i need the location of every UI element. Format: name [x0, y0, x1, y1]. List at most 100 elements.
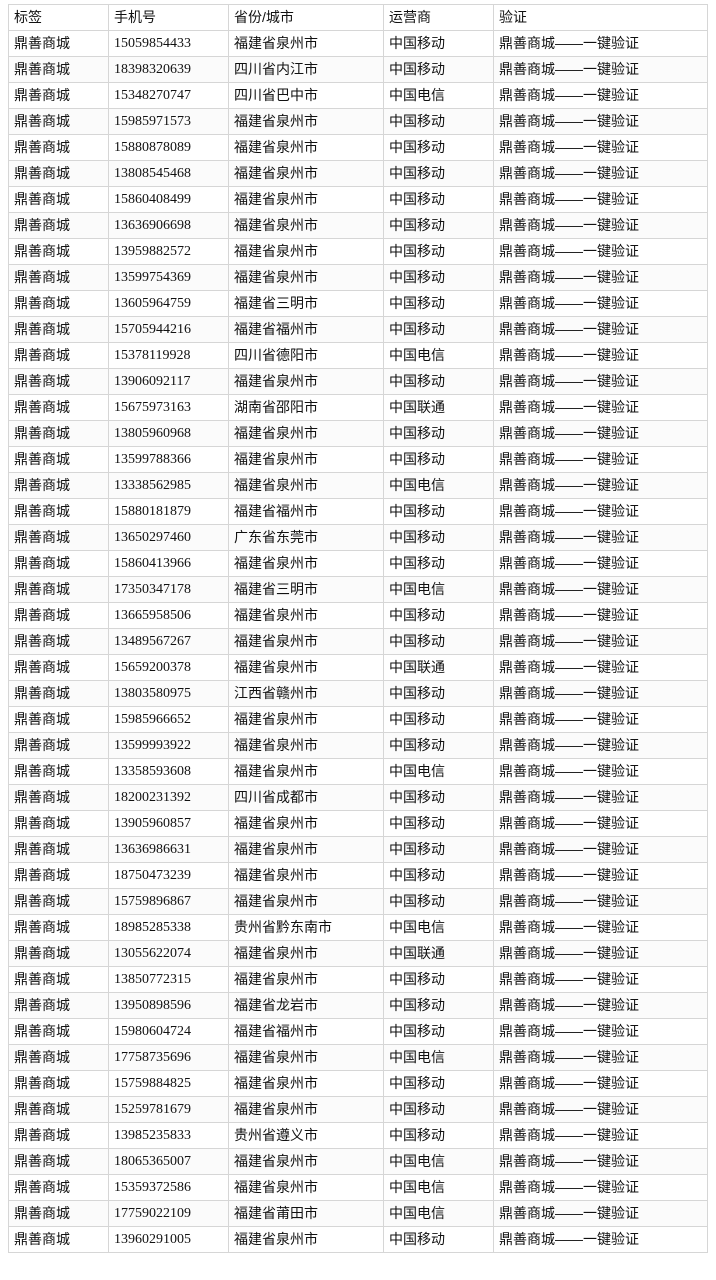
cell-verify[interactable]: 鼎善商城——一键验证	[493, 446, 708, 473]
table-row[interactable]: 鼎善商城 15348270747 四川省巴中市 中国电信 鼎善商城——一键验证	[8, 82, 708, 109]
cell-phone[interactable]: 13599754369	[108, 264, 229, 291]
table-row[interactable]: 鼎善商城 15985971573 福建省泉州市 中国移动 鼎善商城——一键验证	[8, 108, 708, 135]
cell-carrier[interactable]: 中国移动	[383, 238, 494, 265]
cell-phone[interactable]: 13905960857	[108, 810, 229, 837]
cell-phone[interactable]: 13055622074	[108, 940, 229, 967]
table-row[interactable]: 鼎善商城 13808545468 福建省泉州市 中国移动 鼎善商城——一键验证	[8, 160, 708, 187]
cell-carrier[interactable]: 中国移动	[383, 888, 494, 915]
cell-city[interactable]: 福建省泉州市	[228, 836, 384, 863]
cell-carrier[interactable]: 中国移动	[383, 810, 494, 837]
cell-phone[interactable]: 13605964759	[108, 290, 229, 317]
cell-verify[interactable]: 鼎善商城——一键验证	[493, 966, 708, 993]
cell-carrier[interactable]: 中国电信	[383, 1174, 494, 1201]
cell-label[interactable]: 鼎善商城	[8, 992, 109, 1019]
cell-verify[interactable]: 鼎善商城——一键验证	[493, 888, 708, 915]
cell-carrier[interactable]: 中国移动	[383, 56, 494, 83]
cell-label[interactable]: 鼎善商城	[8, 550, 109, 577]
cell-phone[interactable]: 13636906698	[108, 212, 229, 239]
cell-label[interactable]: 鼎善商城	[8, 30, 109, 57]
cell-label[interactable]: 鼎善商城	[8, 628, 109, 655]
cell-city[interactable]: 四川省成都市	[228, 784, 384, 811]
cell-carrier[interactable]: 中国联通	[383, 394, 494, 421]
cell-phone[interactable]: 13636986631	[108, 836, 229, 863]
cell-phone[interactable]: 15705944216	[108, 316, 229, 343]
table-row[interactable]: 鼎善商城 13905960857 福建省泉州市 中国移动 鼎善商城——一键验证	[8, 810, 708, 837]
table-row[interactable]: 鼎善商城 13055622074 福建省泉州市 中国联通 鼎善商城——一键验证	[8, 940, 708, 967]
cell-city[interactable]: 福建省泉州市	[228, 368, 384, 395]
cell-label[interactable]: 鼎善商城	[8, 1122, 109, 1149]
cell-verify[interactable]: 鼎善商城——一键验证	[493, 264, 708, 291]
cell-label[interactable]: 鼎善商城	[8, 862, 109, 889]
cell-verify[interactable]: 鼎善商城——一键验证	[493, 56, 708, 83]
table-row[interactable]: 鼎善商城 13605964759 福建省三明市 中国移动 鼎善商城——一键验证	[8, 290, 708, 317]
cell-city[interactable]: 福建省泉州市	[228, 862, 384, 889]
table-row[interactable]: 鼎善商城 13650297460 广东省东莞市 中国移动 鼎善商城——一键验证	[8, 524, 708, 551]
table-row[interactable]: 鼎善商城 13358593608 福建省泉州市 中国电信 鼎善商城——一键验证	[8, 758, 708, 785]
cell-label[interactable]: 鼎善商城	[8, 940, 109, 967]
cell-city[interactable]: 福建省泉州市	[228, 810, 384, 837]
cell-city[interactable]: 福建省泉州市	[228, 888, 384, 915]
cell-carrier[interactable]: 中国移动	[383, 290, 494, 317]
cell-phone[interactable]: 15985966652	[108, 706, 229, 733]
cell-carrier[interactable]: 中国移动	[383, 862, 494, 889]
cell-verify[interactable]: 鼎善商城——一键验证	[493, 498, 708, 525]
cell-label[interactable]: 鼎善商城	[8, 446, 109, 473]
cell-label[interactable]: 鼎善商城	[8, 966, 109, 993]
cell-carrier[interactable]: 中国电信	[383, 1044, 494, 1071]
table-row[interactable]: 鼎善商城 15880878089 福建省泉州市 中国移动 鼎善商城——一键验证	[8, 134, 708, 161]
cell-phone[interactable]: 13358593608	[108, 758, 229, 785]
cell-city[interactable]: 福建省福州市	[228, 498, 384, 525]
cell-carrier[interactable]: 中国电信	[383, 576, 494, 603]
cell-carrier[interactable]: 中国联通	[383, 940, 494, 967]
cell-label[interactable]: 鼎善商城	[8, 1174, 109, 1201]
cell-carrier[interactable]: 中国移动	[383, 316, 494, 343]
cell-label[interactable]: 鼎善商城	[8, 654, 109, 681]
cell-verify[interactable]: 鼎善商城——一键验证	[493, 212, 708, 239]
table-row[interactable]: 鼎善商城 13636986631 福建省泉州市 中国移动 鼎善商城——一键验证	[8, 836, 708, 863]
cell-label[interactable]: 鼎善商城	[8, 238, 109, 265]
cell-label[interactable]: 鼎善商城	[8, 784, 109, 811]
cell-label[interactable]: 鼎善商城	[8, 810, 109, 837]
table-row[interactable]: 鼎善商城 13338562985 福建省泉州市 中国电信 鼎善商城——一键验证	[8, 472, 708, 499]
table-row[interactable]: 鼎善商城 15378119928 四川省德阳市 中国电信 鼎善商城——一键验证	[8, 342, 708, 369]
cell-phone[interactable]: 18065365007	[108, 1148, 229, 1175]
cell-verify[interactable]: 鼎善商城——一键验证	[493, 368, 708, 395]
cell-city[interactable]: 四川省德阳市	[228, 342, 384, 369]
cell-verify[interactable]: 鼎善商城——一键验证	[493, 30, 708, 57]
cell-carrier[interactable]: 中国移动	[383, 524, 494, 551]
cell-city[interactable]: 福建省莆田市	[228, 1200, 384, 1227]
cell-phone[interactable]: 15880878089	[108, 134, 229, 161]
cell-city[interactable]: 福建省泉州市	[228, 1096, 384, 1123]
cell-label[interactable]: 鼎善商城	[8, 342, 109, 369]
cell-carrier[interactable]: 中国移动	[383, 602, 494, 629]
cell-verify[interactable]: 鼎善商城——一键验证	[493, 550, 708, 577]
table-row[interactable]: 鼎善商城 13665958506 福建省泉州市 中国移动 鼎善商城——一键验证	[8, 602, 708, 629]
cell-city[interactable]: 福建省泉州市	[228, 758, 384, 785]
cell-verify[interactable]: 鼎善商城——一键验证	[493, 992, 708, 1019]
cell-verify[interactable]: 鼎善商城——一键验证	[493, 1148, 708, 1175]
cell-label[interactable]: 鼎善商城	[8, 290, 109, 317]
cell-city[interactable]: 四川省内江市	[228, 56, 384, 83]
cell-label[interactable]: 鼎善商城	[8, 1018, 109, 1045]
column-header-carrier[interactable]: 运营商	[383, 4, 494, 31]
cell-label[interactable]: 鼎善商城	[8, 316, 109, 343]
table-row[interactable]: 鼎善商城 13803580975 江西省赣州市 中国移动 鼎善商城——一键验证	[8, 680, 708, 707]
cell-phone[interactable]: 13599788366	[108, 446, 229, 473]
column-header-verify[interactable]: 验证	[493, 4, 708, 31]
cell-city[interactable]: 福建省泉州市	[228, 1226, 384, 1253]
cell-phone[interactable]: 18200231392	[108, 784, 229, 811]
cell-city[interactable]: 福建省泉州市	[228, 212, 384, 239]
cell-city[interactable]: 福建省福州市	[228, 316, 384, 343]
cell-carrier[interactable]: 中国移动	[383, 1018, 494, 1045]
cell-phone[interactable]: 15980604724	[108, 1018, 229, 1045]
cell-label[interactable]: 鼎善商城	[8, 420, 109, 447]
table-row[interactable]: 鼎善商城 13805960968 福建省泉州市 中国移动 鼎善商城——一键验证	[8, 420, 708, 447]
cell-city[interactable]: 福建省泉州市	[228, 1070, 384, 1097]
cell-city[interactable]: 福建省泉州市	[228, 472, 384, 499]
cell-label[interactable]: 鼎善商城	[8, 1226, 109, 1253]
cell-carrier[interactable]: 中国移动	[383, 1070, 494, 1097]
cell-phone[interactable]: 15675973163	[108, 394, 229, 421]
table-row[interactable]: 鼎善商城 13850772315 福建省泉州市 中国移动 鼎善商城——一键验证	[8, 966, 708, 993]
cell-phone[interactable]: 13985235833	[108, 1122, 229, 1149]
cell-carrier[interactable]: 中国移动	[383, 498, 494, 525]
